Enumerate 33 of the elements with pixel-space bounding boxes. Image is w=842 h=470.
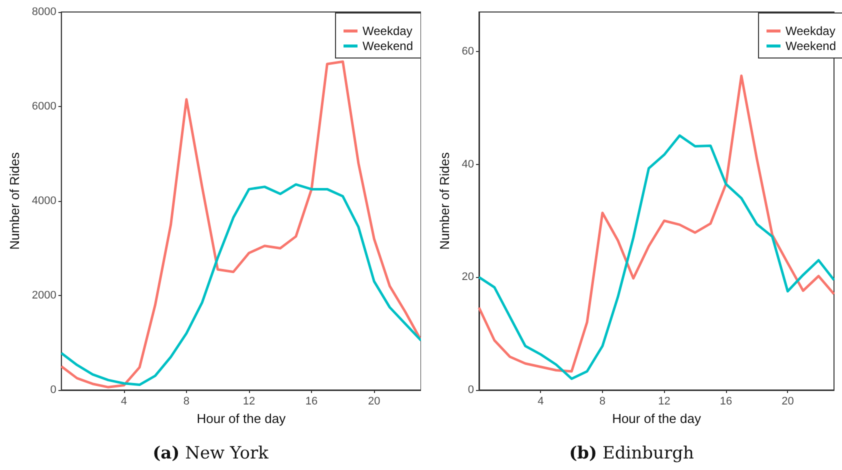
y-tick-label: 2000 bbox=[32, 290, 56, 302]
line-series bbox=[478, 134, 836, 380]
legend-label: Weekday bbox=[786, 24, 836, 38]
legend-label: Weekday bbox=[362, 24, 412, 38]
x-tick-label: 16 bbox=[305, 396, 318, 408]
y-axis-title: Number of Rides bbox=[436, 152, 452, 250]
y-tick-label: 20 bbox=[462, 271, 474, 284]
y-tick-label: 0 bbox=[468, 384, 474, 396]
y-tick-label: 8000 bbox=[32, 6, 56, 18]
legend-label: Weekend bbox=[362, 39, 414, 53]
x-axis-title: Hour of the day bbox=[196, 410, 286, 426]
x-tick-label: 8 bbox=[599, 396, 606, 408]
y-tick-label: 40 bbox=[462, 158, 474, 170]
y-axis-title: Number of Rides bbox=[7, 152, 22, 250]
x-tick-label: 12 bbox=[242, 396, 256, 408]
legend-label: Weekend bbox=[786, 39, 836, 53]
x-tick-label: 4 bbox=[120, 396, 127, 408]
line-series bbox=[60, 183, 421, 386]
x-tick-label: 20 bbox=[368, 396, 380, 408]
y-tick-label: 4000 bbox=[32, 195, 56, 207]
y-tick-label: 6000 bbox=[32, 100, 56, 112]
line-series bbox=[478, 74, 836, 373]
y-tick-label: 60 bbox=[462, 45, 474, 58]
x-tick-label: 4 bbox=[538, 396, 544, 408]
text: (b) Edinburgh bbox=[569, 444, 694, 464]
x-tick-label: 12 bbox=[658, 396, 670, 408]
x-tick-label: 8 bbox=[183, 396, 190, 408]
text: (a) New York bbox=[152, 444, 270, 464]
x-axis-title: Hour of the day bbox=[612, 410, 702, 426]
y-tick-label: 0 bbox=[50, 384, 56, 396]
x-tick-label: 20 bbox=[782, 396, 794, 408]
x-tick-label: 16 bbox=[720, 396, 732, 408]
line-series bbox=[60, 60, 421, 388]
